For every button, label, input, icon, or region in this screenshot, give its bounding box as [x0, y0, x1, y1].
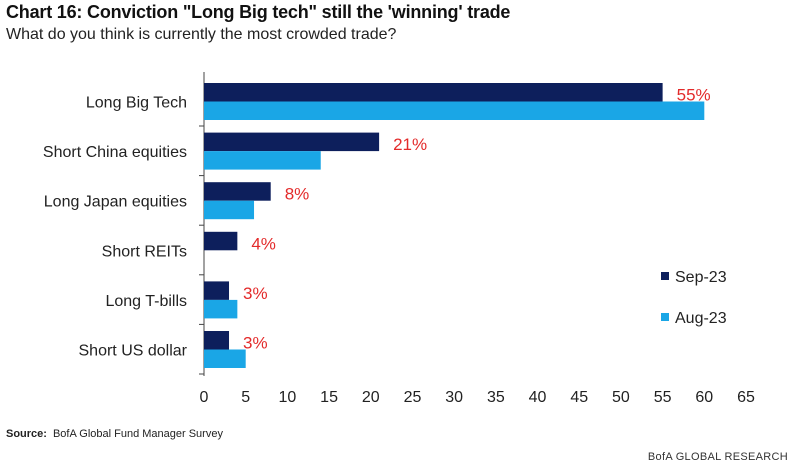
bar-sep-23-2 [204, 182, 271, 201]
category-label: Short China equities [43, 144, 187, 161]
x-tick-label: 35 [487, 389, 505, 406]
x-tick-label: 15 [320, 389, 338, 406]
x-tick-label: 25 [404, 389, 422, 406]
x-tick-label: 55 [654, 389, 672, 406]
bar-sep-23-5 [204, 331, 230, 350]
source-label: Source: [6, 428, 47, 440]
x-tick-label: 0 [200, 389, 209, 406]
x-tick-label: 5 [241, 389, 250, 406]
chart-title: Chart 16: Conviction "Long Big tech" sti… [6, 2, 511, 22]
data-label: 4% [251, 234, 276, 253]
category-label: Long Big Tech [86, 95, 187, 112]
category-label: Short REITs [102, 243, 187, 260]
bar-sep-23-3 [204, 231, 238, 251]
x-tick-label: 65 [737, 389, 755, 406]
data-label: 3% [243, 284, 268, 303]
source-note: Source: BofA Global Fund Manager Survey [6, 428, 223, 440]
legend-label: Sep-23 [675, 269, 727, 286]
bar-aug-23-5 [204, 349, 246, 368]
data-label: 8% [285, 185, 310, 204]
category-label: Short US dollar [79, 343, 188, 360]
category-label: Long Japan equities [44, 194, 187, 211]
x-tick-label: 40 [529, 389, 547, 406]
x-tick-label: 50 [612, 389, 630, 406]
x-tick-label: 45 [570, 389, 588, 406]
bar-sep-23-0 [204, 83, 663, 102]
data-label: 3% [243, 334, 268, 353]
legend-swatch-aug-23 [661, 313, 669, 321]
data-label: 55% [677, 86, 711, 105]
chart-subtitle: What do you think is currently the most … [6, 26, 397, 43]
bar-aug-23-2 [204, 200, 255, 220]
bar-sep-23-4 [204, 281, 230, 300]
bar-sep-23-1 [204, 132, 380, 152]
bar-aug-23-4 [204, 299, 238, 319]
category-label: Long T-bills [105, 293, 187, 310]
x-tick-label: 10 [278, 389, 296, 406]
x-tick-label: 60 [695, 389, 713, 406]
x-tick-label: 20 [362, 389, 380, 406]
bar-aug-23-1 [204, 151, 321, 170]
legend-label: Aug-23 [675, 310, 727, 327]
source-text: BofA Global Fund Manager Survey [52, 428, 223, 440]
bar-aug-23-0 [204, 101, 705, 120]
legend-swatch-sep-23 [661, 272, 669, 280]
brand-label: BofA GLOBAL RESEARCH [647, 451, 788, 463]
x-tick-label: 30 [445, 389, 463, 406]
data-label: 21% [393, 135, 427, 154]
